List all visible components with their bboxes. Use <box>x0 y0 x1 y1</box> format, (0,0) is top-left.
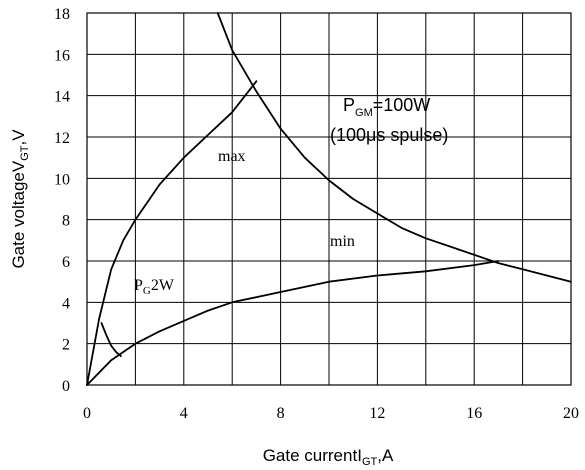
series-line-min <box>86 260 500 386</box>
annotation-pulse: (100μs spulse) <box>330 125 448 145</box>
x-axis-label: Gate currentIGT,A <box>263 446 394 468</box>
curves <box>86 12 572 386</box>
y-tick-label: 16 <box>54 47 70 64</box>
series-line-max <box>86 80 258 386</box>
annotation-min: min <box>330 233 355 250</box>
x-tick-label: 4 <box>180 405 188 422</box>
series-line-p-gm-100w <box>216 12 572 283</box>
x-tick-label: 12 <box>369 405 385 422</box>
series-line-p-g2w <box>100 322 122 357</box>
y-tick-label: 10 <box>54 171 70 188</box>
y-tick-label: 14 <box>54 89 70 106</box>
y-axis-label: Gate voltageVGT,V <box>9 129 31 269</box>
y-tick-label: 6 <box>62 254 70 271</box>
y-tick-label: 0 <box>62 378 70 395</box>
y-tick-label: 4 <box>62 295 70 312</box>
tick-labels: 0 4 8 12 16 20 0 2 4 6 8 10 12 14 16 18 <box>54 6 579 422</box>
x-tick-label: 20 <box>563 405 579 422</box>
x-tick-label: 0 <box>83 405 91 422</box>
y-tick-label: 12 <box>54 130 70 147</box>
grid <box>86 12 572 386</box>
plot-frame <box>86 12 572 386</box>
x-tick-label: 8 <box>277 405 285 422</box>
annotation-pgm: PGM=100W <box>343 95 430 119</box>
x-tick-label: 16 <box>466 405 482 422</box>
annotation-pg: PG2W <box>134 277 175 297</box>
y-tick-label: 2 <box>62 337 70 354</box>
annotation-max: max <box>218 148 246 165</box>
y-tick-label: 18 <box>54 6 70 23</box>
y-tick-label: 8 <box>62 213 70 230</box>
